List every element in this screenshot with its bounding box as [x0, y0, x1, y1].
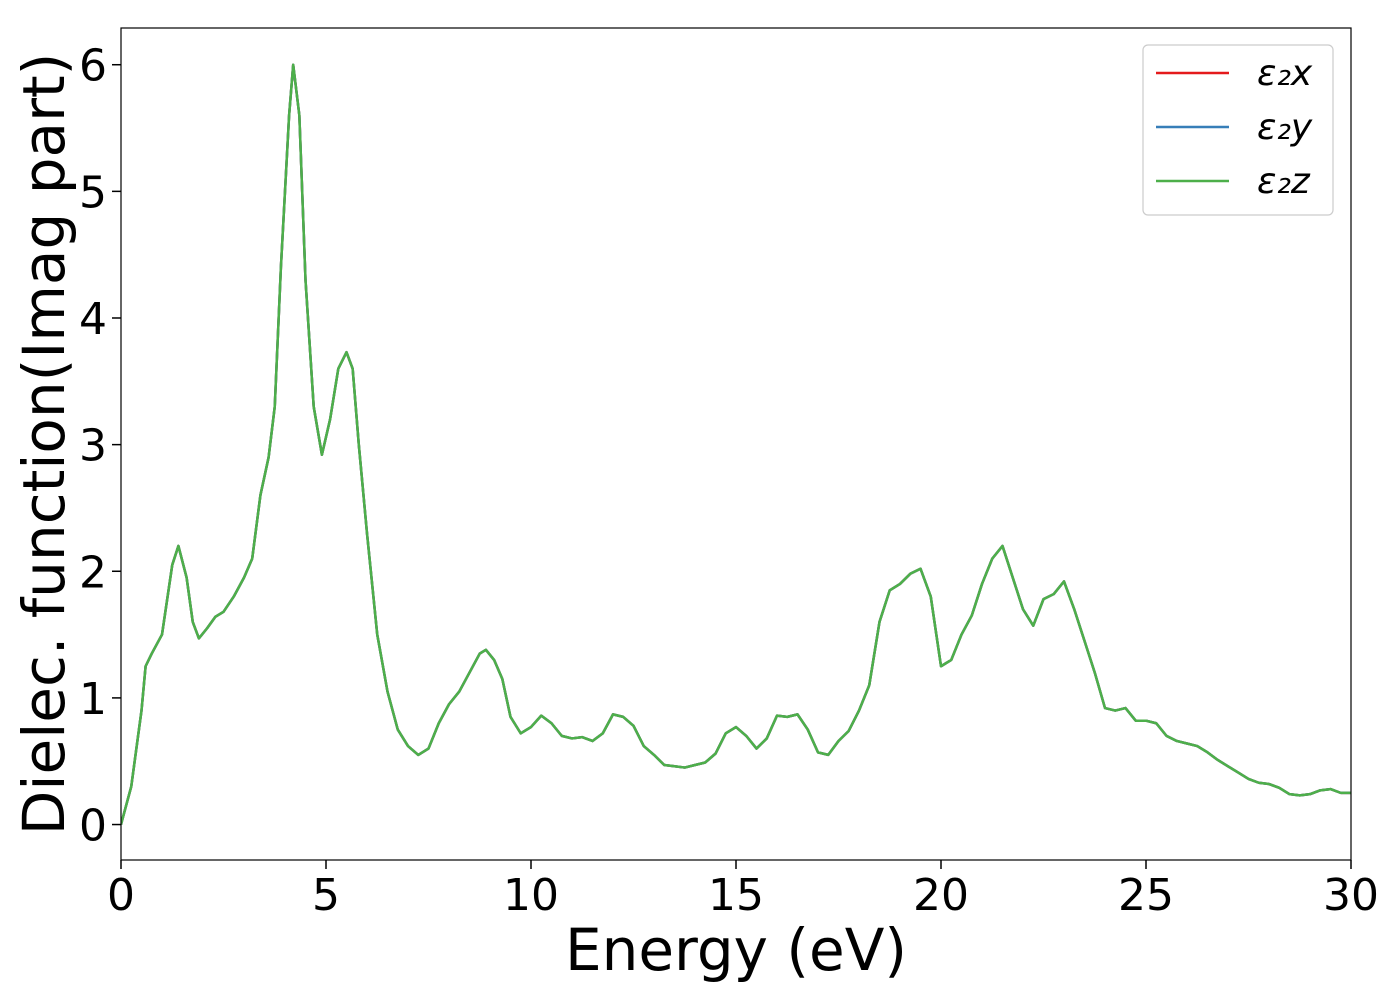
- y-tick-label: 4: [79, 294, 107, 345]
- data-line: [121, 63, 1351, 825]
- y-tick-label: 1: [79, 674, 107, 725]
- y-tick-label: 6: [79, 41, 107, 92]
- x-tick-label: 0: [107, 870, 135, 921]
- x-axis-label: Energy (eV): [565, 916, 907, 984]
- y-tick-label: 5: [79, 167, 107, 218]
- x-tick-label: 25: [1118, 870, 1174, 921]
- x-tick-label: 20: [913, 870, 969, 921]
- y-axis-label: Dielec. function(Imag part): [10, 53, 78, 836]
- x-tick-label: 5: [312, 870, 340, 921]
- legend-label: ε₂x: [1257, 53, 1313, 94]
- x-tick-label: 30: [1323, 870, 1379, 921]
- legend-box: [1142, 44, 1334, 216]
- x-tick-label: 15: [708, 870, 764, 921]
- plot-frame: [120, 27, 1352, 861]
- legend-label: ε₂z: [1257, 161, 1311, 202]
- y-tick-label: 0: [79, 801, 107, 852]
- y-tick-label: 2: [79, 547, 107, 598]
- y-tick-label: 3: [79, 421, 107, 472]
- x-tick-label: 10: [503, 870, 559, 921]
- legend-label: ε₂y: [1257, 107, 1313, 148]
